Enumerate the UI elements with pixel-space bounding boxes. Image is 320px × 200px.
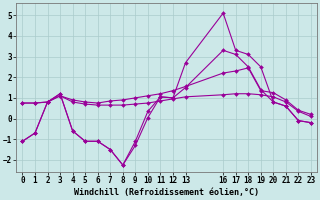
- X-axis label: Windchill (Refroidissement éolien,°C): Windchill (Refroidissement éolien,°C): [74, 188, 259, 197]
